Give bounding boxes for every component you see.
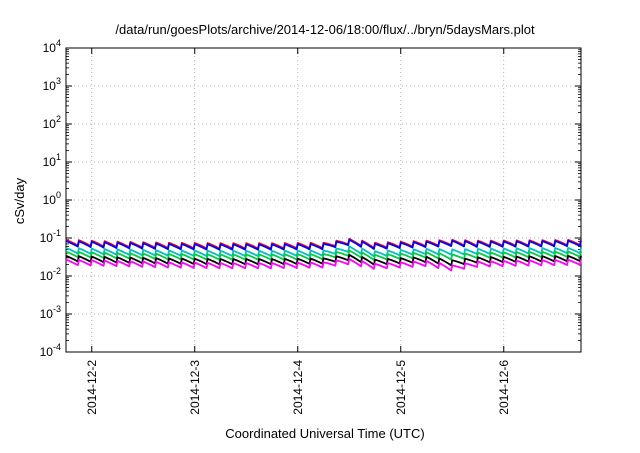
series-line-1	[65, 237, 582, 250]
x-tick-label: 2014-12-4	[291, 360, 305, 415]
y-tick-label: 104	[43, 38, 61, 55]
y-tick-label: 103	[43, 76, 61, 93]
y-tick-label: 100	[43, 190, 61, 207]
y-tick-label: 10-2	[40, 266, 61, 283]
grid-layer	[66, 48, 581, 352]
tick-layer: 10-4 10-3 10-2 10-1 100 101 102 103 104 2014-12-2…	[40, 38, 581, 415]
y-tick-label: 10-1	[40, 228, 61, 245]
x-axis-label: Coordinated Universal Time (UTC)	[225, 426, 424, 441]
series-line-3	[65, 245, 582, 258]
series-line-4	[65, 249, 582, 261]
y-axis-label: cSv/day	[12, 177, 27, 224]
x-tick-label: 2014-12-2	[85, 360, 99, 415]
chart-title: /data/run/goesPlots/archive/2014-12-06/1…	[115, 22, 535, 37]
series-line-6	[65, 258, 582, 272]
y-tick-label: 102	[43, 114, 61, 131]
series-line-5	[65, 253, 582, 267]
x-tick-label: 2014-12-5	[394, 360, 408, 415]
x-tick-label: 2014-12-6	[497, 360, 511, 415]
series-layer	[65, 237, 582, 272]
y-tick-label: 10-3	[40, 304, 61, 321]
y-tick-label: 10-4	[40, 342, 61, 359]
series-line-2	[65, 238, 582, 251]
y-tick-label: 101	[43, 152, 61, 169]
x-tick-label: 2014-12-3	[188, 360, 202, 415]
